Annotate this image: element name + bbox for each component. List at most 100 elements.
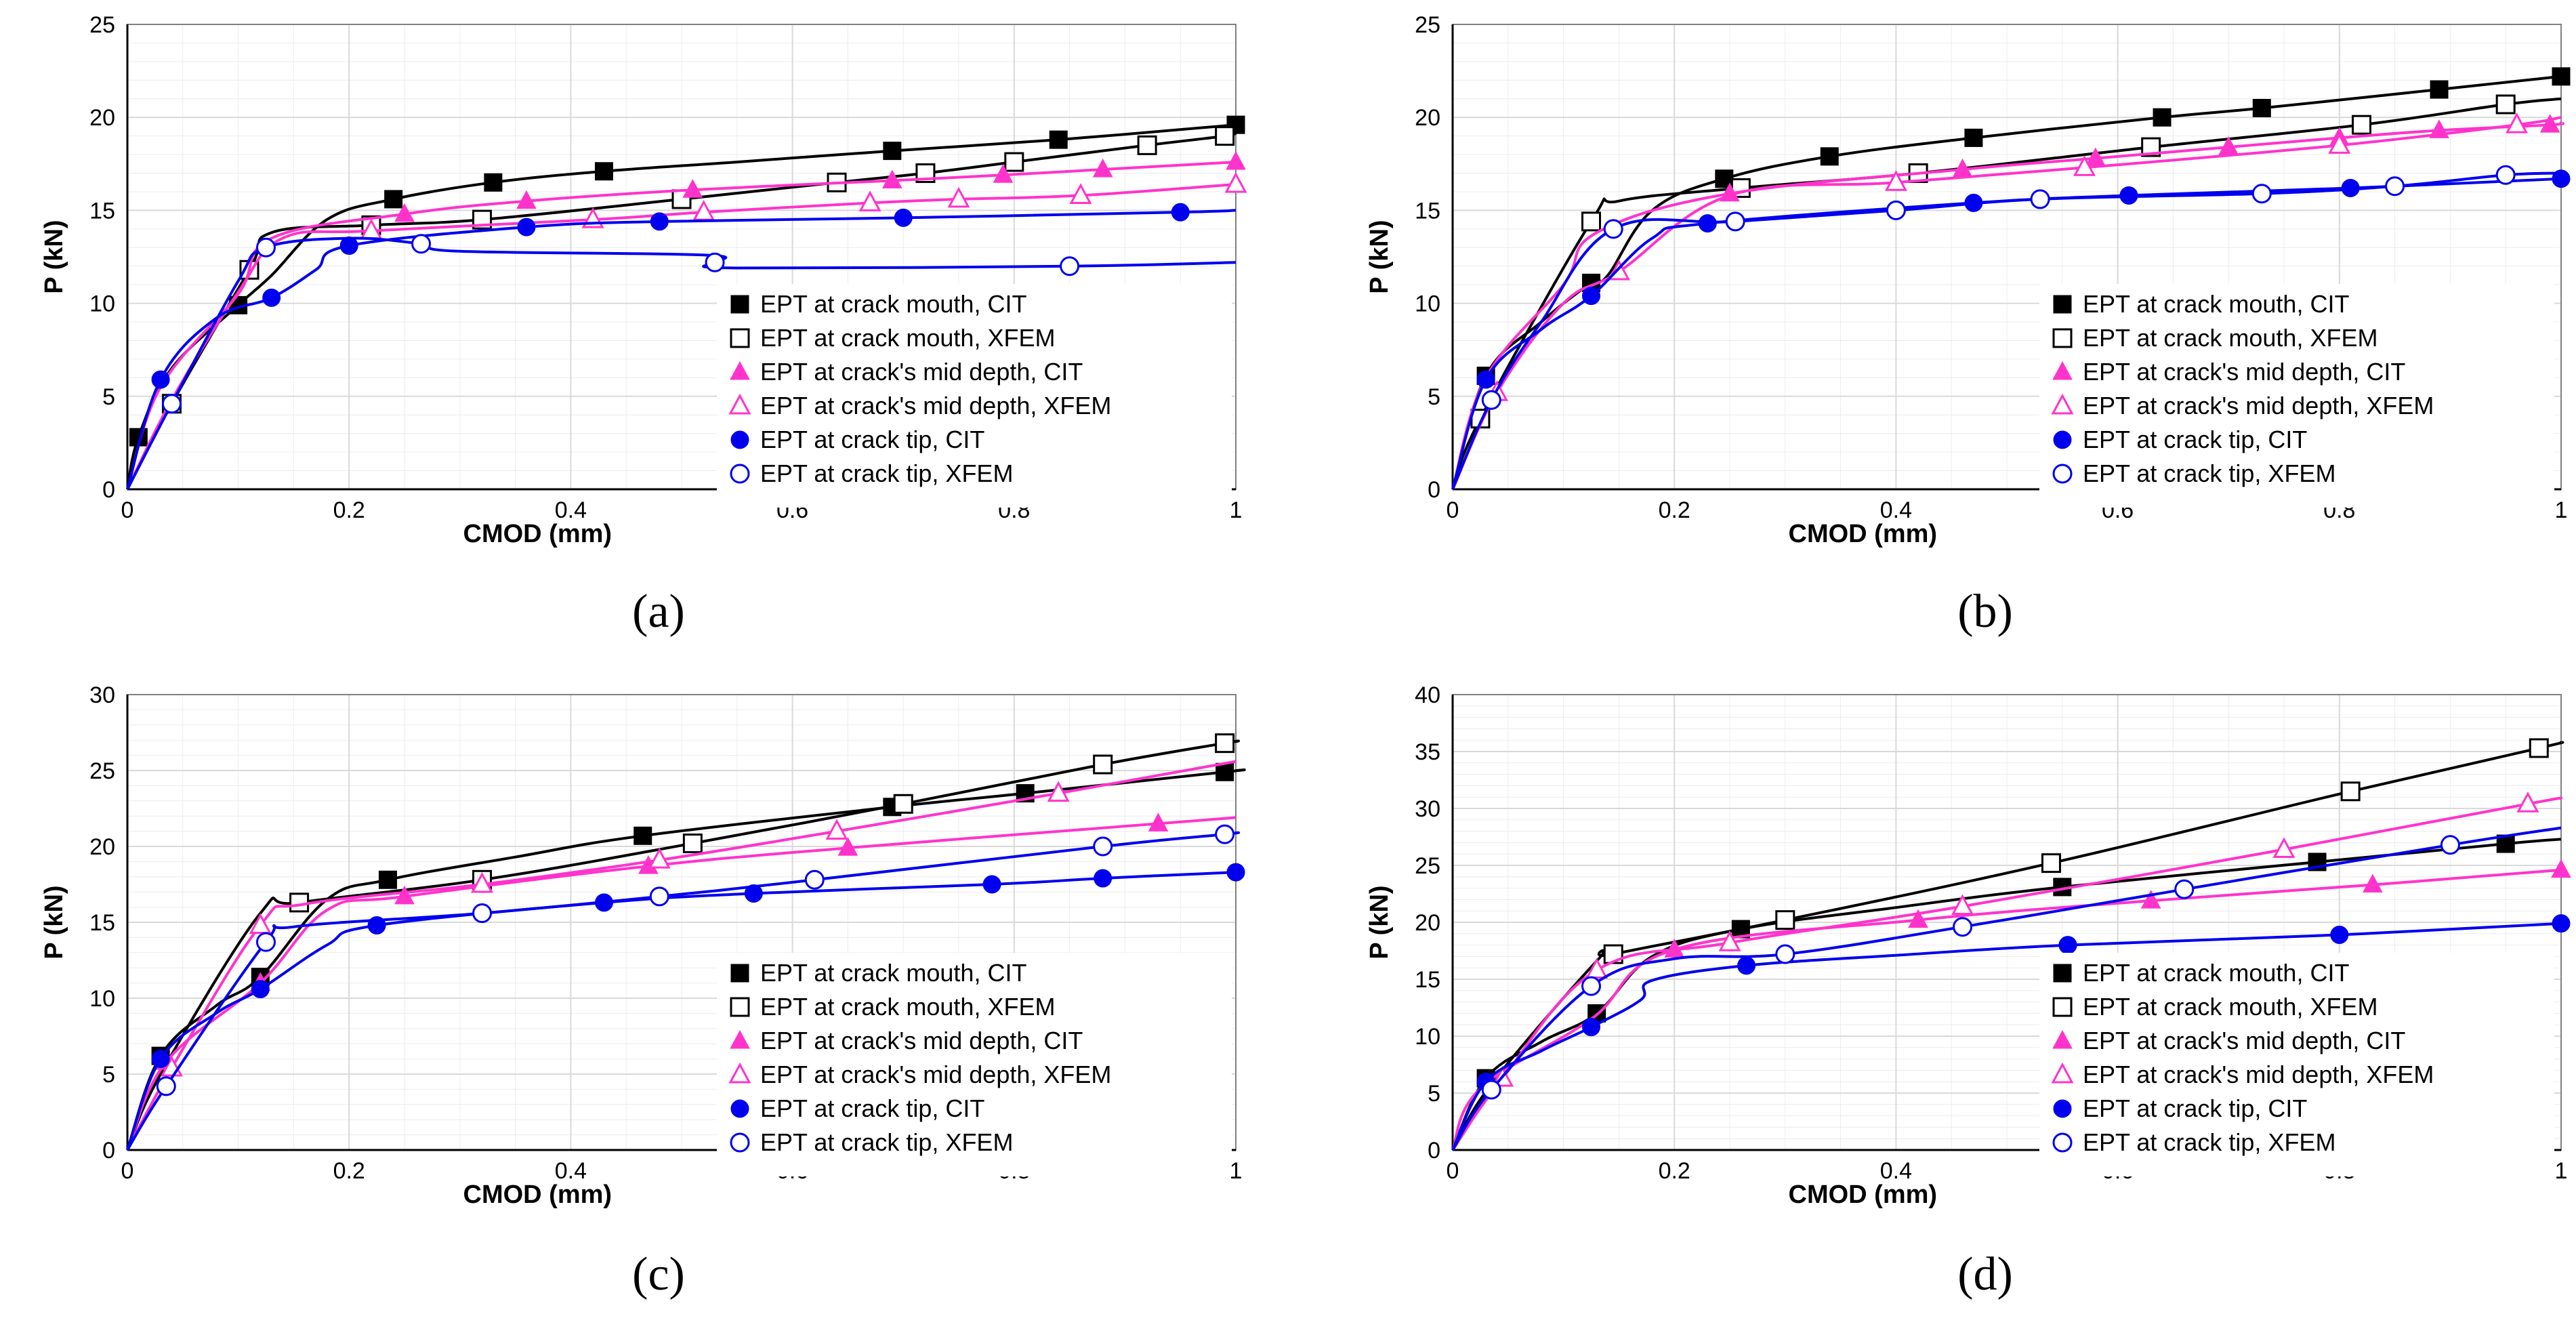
series-6 [126, 234, 1237, 490]
y-tick-label: 25 [1415, 853, 1440, 879]
legend-label: EPT at crack mouth, XFEM [2083, 324, 2377, 352]
x-tick-label: 0 [121, 497, 134, 523]
series-line [1451, 826, 2562, 1151]
legend-background [717, 953, 1232, 1176]
data-point-marker [1775, 944, 1795, 964]
data-point-marker [982, 875, 1001, 894]
data-point-marker [1481, 1080, 1501, 1100]
data-point-marker [1582, 1018, 1600, 1037]
data-point-marker [2252, 98, 2271, 117]
data-point-marker [1094, 869, 1113, 888]
legend-marker [2052, 328, 2073, 348]
data-point-marker [411, 234, 432, 254]
data-point-marker [1775, 910, 1795, 930]
y-tick-label: 0 [102, 1138, 115, 1164]
data-point-marker [1953, 917, 1973, 937]
data-point-marker [1603, 219, 1623, 239]
data-point-marker [1215, 824, 1235, 844]
x-tick-label: 0 [121, 1158, 134, 1184]
data-point-marker [471, 871, 494, 893]
data-point-marker [2153, 108, 2172, 127]
y-tick-label: 10 [1415, 291, 1440, 317]
legend-label: EPT at crack mouth, CIT [2083, 290, 2349, 318]
legend-marker [730, 1099, 749, 1118]
data-point-marker [1093, 836, 1113, 857]
x-axis-label: CMOD (mm) [463, 520, 612, 548]
legend-background [2039, 953, 2554, 1176]
data-point-marker [2030, 189, 2050, 209]
x-tick-label: 0 [1447, 1158, 1459, 1184]
data-point-marker [882, 169, 902, 188]
chart-panel-d: 00.20.40.60.810510152025303540CMOD (mm)P… [1365, 682, 2571, 1300]
legend-marker [2053, 430, 2072, 449]
data-point-marker [156, 1076, 176, 1096]
y-tick-label: 25 [89, 758, 115, 784]
y-axis-label: P (kN) [1365, 885, 1394, 959]
y-tick-label: 30 [89, 682, 115, 708]
data-point-marker [633, 826, 652, 845]
x-tick-label: 0 [1447, 497, 1459, 523]
data-point-marker [384, 190, 403, 209]
series-4 [126, 760, 1237, 1151]
data-point-marker [2529, 738, 2549, 758]
data-point-marker [2385, 176, 2405, 197]
legend-marker [2053, 295, 2072, 314]
data-point-marker [2430, 80, 2449, 99]
y-axis-label: P (kN) [40, 220, 68, 293]
data-point-marker [484, 173, 503, 192]
data-point-marker [2041, 853, 2061, 874]
y-tick-label: 10 [89, 986, 115, 1012]
legend-label: EPT at crack's mid depth, XFEM [2083, 392, 2434, 419]
legend-label: EPT at crack tip, CIT [2083, 426, 2307, 453]
data-point-marker [650, 212, 669, 231]
data-point-marker [837, 837, 858, 856]
data-point-marker [2440, 835, 2460, 855]
legend: EPT at crack mouth, CIT EPT at crack mout… [2039, 284, 2554, 508]
data-point-marker [1951, 894, 1974, 915]
panel-label: (a) [632, 586, 685, 638]
legend-label: EPT at crack tip, CIT [760, 426, 984, 453]
y-tick-label: 5 [1428, 1081, 1440, 1107]
x-tick-label: 0.4 [1880, 1158, 1912, 1184]
data-point-marker [1886, 200, 1906, 220]
x-axis-label: CMOD (mm) [1789, 1180, 1938, 1209]
y-tick-label: 5 [102, 384, 115, 410]
data-point-marker [1047, 781, 1070, 802]
panel-label: (c) [632, 1248, 685, 1300]
data-point-marker [2539, 114, 2560, 133]
y-tick-label: 5 [102, 1062, 115, 1088]
data-point-marker [516, 190, 537, 209]
legend: EPT at crack mouth, CIT EPT at crack mout… [717, 953, 1232, 1176]
y-tick-label: 20 [1415, 910, 1440, 936]
legend-background [2039, 284, 2554, 508]
data-point-marker [1060, 256, 1080, 276]
legend-marker [730, 361, 750, 380]
legend-marker [2051, 393, 2074, 415]
data-point-marker [705, 252, 725, 272]
legend-label: EPT at crack's mid depth, CIT [760, 358, 1083, 386]
data-point-marker [1215, 126, 1235, 146]
legend-marker [2052, 1132, 2073, 1153]
data-point-marker [682, 834, 703, 854]
y-tick-label: 30 [1415, 796, 1440, 822]
legend-marker [730, 1132, 750, 1153]
data-point-marker [648, 847, 671, 869]
legend-marker [728, 1062, 751, 1084]
data-point-marker [2330, 925, 2349, 944]
data-point-marker [2506, 112, 2529, 134]
y-tick-label: 35 [1415, 739, 1440, 765]
legend-marker [2052, 361, 2073, 380]
panel-label: (d) [1957, 1248, 2013, 1300]
data-point-marker [2058, 936, 2077, 955]
data-point-marker [151, 370, 170, 389]
y-tick-label: 5 [1428, 384, 1440, 410]
data-point-marker [1148, 813, 1169, 831]
data-point-marker [289, 892, 310, 913]
series-line [126, 237, 1237, 490]
x-tick-label: 1 [2555, 1158, 2568, 1184]
data-point-marker [2363, 874, 2383, 893]
data-point-marker [1137, 135, 1157, 155]
data-point-marker [1171, 203, 1190, 222]
data-point-marker [378, 870, 397, 889]
